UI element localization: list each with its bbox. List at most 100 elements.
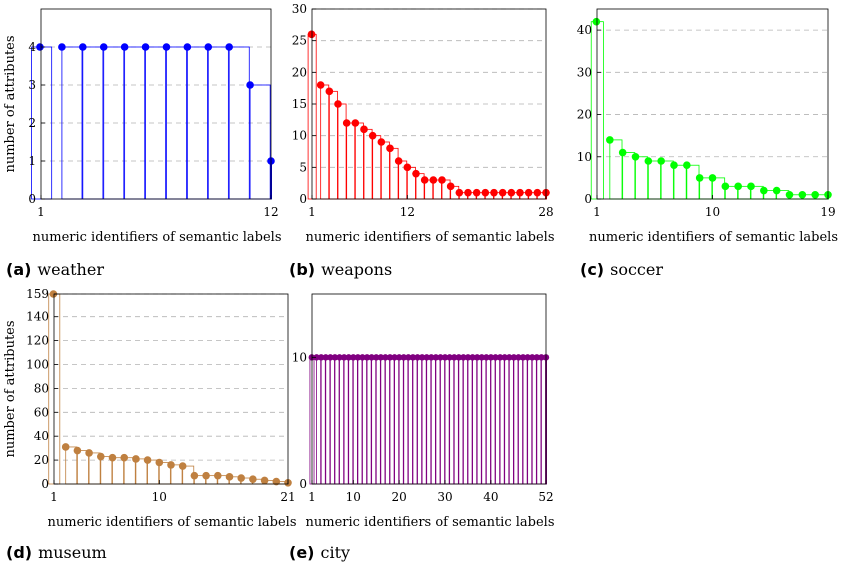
- data-point: [772, 186, 781, 195]
- y-tick-label: 120: [26, 334, 49, 348]
- y-tick-label: 40: [577, 23, 592, 37]
- data-point: [524, 188, 533, 197]
- bar: [328, 90, 338, 200]
- caption-weapons: (b) weapons: [289, 260, 392, 279]
- data-point: [683, 161, 691, 170]
- caption-name: soccer: [610, 260, 663, 279]
- bar: [249, 84, 271, 200]
- axis-frame: [596, 8, 829, 200]
- data-point: [515, 354, 522, 361]
- data-point: [368, 131, 377, 140]
- data-point: [58, 43, 66, 51]
- bar: [647, 160, 661, 200]
- data-point: [307, 30, 316, 39]
- data-point: [178, 462, 187, 470]
- bar: [343, 356, 349, 485]
- data-point: [441, 354, 449, 361]
- data-point: [386, 354, 394, 361]
- bar: [334, 356, 340, 485]
- x-tick-label: 52: [538, 490, 553, 504]
- x-axis-label: numeric identifiers of semantic labels: [589, 230, 838, 245]
- y-tick-label: 20: [34, 453, 49, 467]
- bar: [440, 356, 445, 485]
- bar: [508, 356, 514, 485]
- bar: [354, 122, 364, 200]
- x-axis-label: numeric identifiers of semantic labels: [48, 515, 297, 530]
- caption-museum: (d) museum: [6, 543, 107, 562]
- bar: [394, 356, 400, 485]
- data-point: [79, 43, 87, 51]
- data-point: [382, 354, 389, 361]
- data-point: [225, 43, 233, 51]
- data-point: [438, 176, 446, 184]
- data-point: [313, 354, 320, 361]
- data-point: [437, 354, 444, 361]
- bar: [426, 356, 432, 485]
- data-point: [97, 452, 105, 461]
- bar: [385, 356, 390, 485]
- bar: [417, 356, 423, 485]
- axis-frame: [53, 293, 289, 485]
- data-point: [428, 354, 435, 361]
- data-point: [409, 354, 417, 361]
- data-point: [260, 476, 269, 485]
- data-point: [120, 453, 128, 462]
- data-point: [507, 188, 516, 197]
- data-point: [351, 119, 360, 127]
- axis-frame: [40, 8, 272, 200]
- data-point: [785, 190, 794, 199]
- bar: [430, 356, 436, 485]
- data-point: [478, 354, 485, 361]
- data-point: [377, 138, 386, 146]
- data-point: [721, 182, 730, 191]
- data-point: [670, 161, 678, 170]
- data-point: [529, 354, 536, 361]
- y-tick-label: 3: [28, 78, 36, 92]
- bar: [495, 356, 501, 485]
- data-point: [496, 354, 504, 361]
- bar: [518, 356, 523, 485]
- data-point: [350, 354, 357, 361]
- caption-city: (e) city: [289, 543, 350, 562]
- x-tick-label: 1: [308, 490, 316, 504]
- data-point: [237, 474, 245, 482]
- bar: [453, 356, 459, 485]
- data-point: [414, 354, 421, 361]
- data-point: [483, 354, 490, 361]
- data-point: [36, 43, 44, 51]
- x-tick-label: 30: [437, 490, 452, 504]
- data-point: [464, 188, 472, 197]
- data-point: [519, 354, 527, 361]
- bar: [316, 356, 322, 485]
- data-point: [316, 81, 325, 89]
- x-tick-label: 1: [37, 205, 45, 219]
- bar: [363, 128, 373, 200]
- data-point: [394, 157, 403, 165]
- y-tick-label: 0: [41, 477, 49, 491]
- y-tick-label: 40: [34, 429, 49, 443]
- data-point: [747, 182, 755, 191]
- bar: [421, 356, 427, 485]
- y-tick-label: 0: [299, 477, 307, 491]
- data-point: [162, 43, 171, 51]
- data-point: [538, 354, 545, 361]
- data-point: [322, 354, 329, 361]
- x-tick-label: 10: [152, 490, 167, 504]
- data-point: [473, 354, 481, 361]
- data-point: [811, 190, 819, 199]
- y-tick-label: 0: [299, 192, 307, 206]
- bar: [403, 356, 409, 485]
- data-point: [386, 144, 394, 153]
- caption-name: weapons: [321, 260, 393, 279]
- data-point: [391, 354, 398, 361]
- chart-city: 0 10 1 10 20 30 40 52 numeric identifiers of sem…: [292, 293, 555, 530]
- caption-weather: (a) weather: [6, 260, 104, 279]
- y-tick-label: 10: [292, 129, 307, 143]
- y-tick-label: 140: [26, 310, 49, 324]
- data-point: [631, 152, 640, 161]
- x-tick-label: 10: [346, 490, 361, 504]
- y-tick-label: 1: [28, 154, 36, 168]
- data-point: [120, 43, 129, 51]
- data-point: [592, 17, 601, 26]
